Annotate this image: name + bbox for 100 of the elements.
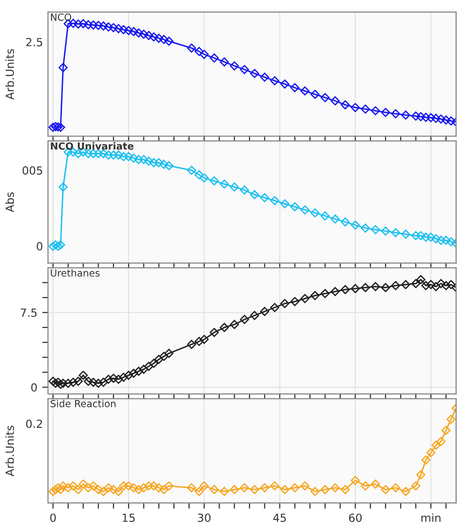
- point: [401, 486, 410, 496]
- point: [139, 155, 148, 164]
- point: [380, 108, 390, 117]
- point: [58, 481, 68, 490]
- point: [300, 294, 310, 304]
- point: [124, 370, 134, 380]
- point: [441, 281, 451, 290]
- point: [290, 296, 300, 306]
- point: [154, 354, 164, 364]
- x-tick-label: 45: [273, 514, 286, 522]
- point: [164, 481, 174, 490]
- point: [94, 20, 103, 30]
- point: [290, 483, 300, 492]
- point: [401, 110, 410, 120]
- point: [58, 182, 68, 192]
- point: [320, 289, 330, 298]
- x-tick-label: 30: [198, 514, 211, 522]
- point: [56, 485, 66, 494]
- point: [416, 112, 426, 122]
- point: [411, 112, 420, 121]
- point: [149, 158, 158, 168]
- point: [104, 483, 113, 492]
- point: [416, 275, 426, 284]
- point: [250, 310, 260, 320]
- point: [149, 481, 158, 490]
- point: [380, 485, 390, 494]
- point: [104, 150, 113, 160]
- point: [134, 28, 144, 38]
- point: [78, 19, 88, 28]
- point: [436, 279, 446, 288]
- point: [411, 279, 420, 288]
- point: [78, 480, 88, 489]
- point: [431, 440, 440, 450]
- point: [330, 214, 340, 224]
- point: [50, 240, 60, 250]
- point: [270, 481, 280, 490]
- x-tick-label: 60: [349, 514, 362, 522]
- point: [441, 115, 451, 125]
- point: [154, 158, 164, 168]
- point: [139, 483, 148, 492]
- point: [139, 30, 148, 39]
- point: [129, 483, 138, 492]
- point: [98, 21, 108, 31]
- point: [230, 61, 239, 70]
- point: [421, 281, 430, 290]
- point: [119, 25, 128, 34]
- point: [124, 152, 134, 162]
- point: [54, 122, 63, 132]
- point: [411, 231, 420, 240]
- point: [164, 348, 174, 358]
- x-tick-label: min: [421, 513, 440, 522]
- point: [310, 90, 320, 99]
- point: [360, 283, 370, 292]
- point: [360, 104, 370, 114]
- chart-title: NCO: [50, 13, 72, 21]
- y-axis-title: Abs: [5, 192, 14, 212]
- point: [401, 230, 410, 239]
- point: [300, 205, 310, 214]
- point: [200, 481, 209, 490]
- y-axis-title: Arb.Units: [5, 426, 14, 476]
- point: [159, 352, 168, 361]
- point: [48, 242, 58, 251]
- point: [108, 485, 118, 494]
- point: [421, 112, 430, 122]
- point: [300, 481, 310, 490]
- point: [370, 225, 380, 234]
- point: [416, 231, 426, 240]
- point: [240, 483, 250, 492]
- point: [64, 378, 73, 388]
- point: [164, 36, 174, 46]
- point: [194, 46, 204, 56]
- point: [330, 287, 340, 296]
- point: [74, 149, 83, 158]
- point: [260, 72, 270, 82]
- point: [194, 336, 204, 346]
- point: [114, 486, 124, 496]
- point: [220, 322, 229, 332]
- point: [240, 314, 250, 324]
- point: [114, 150, 124, 160]
- point: [446, 280, 456, 290]
- point: [270, 196, 280, 206]
- point: [441, 426, 451, 435]
- point: [108, 23, 118, 32]
- point: [426, 113, 436, 122]
- point: [240, 64, 250, 74]
- point: [230, 320, 239, 330]
- point: [84, 20, 93, 30]
- point: [194, 170, 204, 180]
- point: [210, 328, 219, 337]
- point: [280, 485, 290, 494]
- point: [446, 116, 456, 126]
- text: 005: [22, 166, 42, 175]
- point: [250, 68, 260, 78]
- point: [94, 485, 103, 494]
- point: [320, 211, 330, 220]
- point: [421, 232, 430, 242]
- point: [431, 234, 440, 244]
- point: [360, 224, 370, 233]
- point: [144, 30, 154, 40]
- point: [426, 448, 436, 458]
